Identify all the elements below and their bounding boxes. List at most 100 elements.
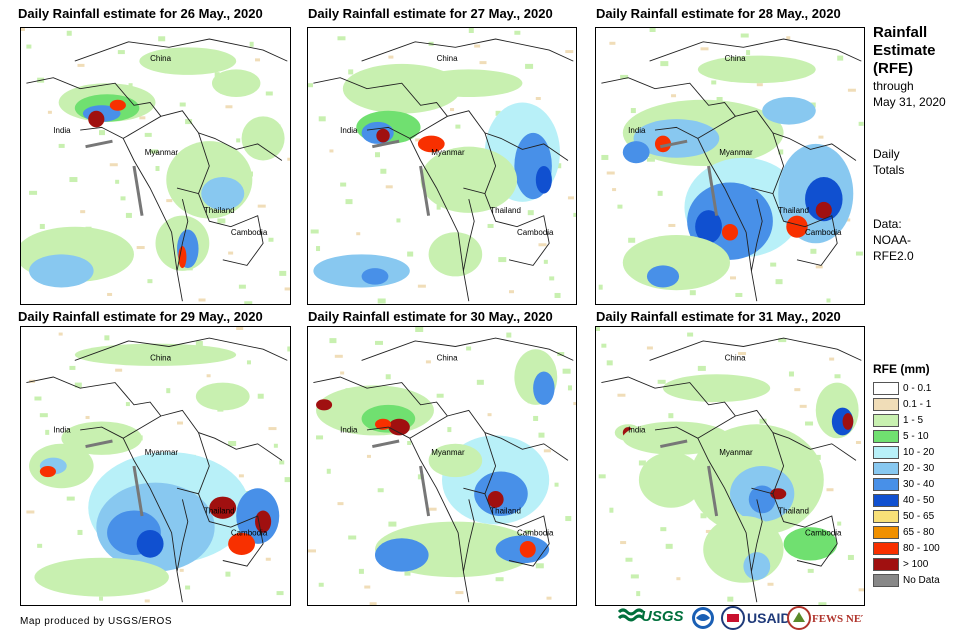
rain-speckle [455,124,461,129]
rain-speckle [630,574,639,579]
country-border [772,132,785,194]
rain-speckle [377,298,386,304]
rain-speckle [80,210,86,214]
legend-item: > 100 [873,556,965,572]
country-label-india: India [340,426,358,435]
legend-item: 10 - 20 [873,444,965,460]
rain-speckle [225,105,233,109]
country-border [176,487,264,567]
rain-speckle [316,246,321,252]
rainfall-area [786,215,808,238]
rain-speckle [195,340,203,346]
rainfall-area [805,177,843,222]
legend-label: 20 - 30 [903,462,935,474]
country-border [601,376,736,417]
rain-speckle [337,36,346,41]
country-label-india: India [340,126,358,135]
rain-speckle [284,287,290,291]
rain-speckle [829,357,835,361]
rainfall-area [743,552,771,580]
legend-swatch [873,445,899,459]
rain-speckle [620,74,629,79]
rain-speckle [120,196,126,201]
country-border [447,110,569,161]
rain-speckle [115,368,123,372]
country-label-myanmar: Myanmar [719,148,753,157]
rain-speckle [617,393,626,397]
rain-speckle [778,338,787,343]
country-label-china: China [725,54,746,63]
rain-speckle [573,212,576,217]
legend-swatch [873,509,899,523]
rain-speckle [29,190,38,195]
country-border [366,115,448,139]
rain-speckle [858,588,864,592]
legend: RFE (mm) 0 - 0.1 0.1 - 1 1 - 5 5 - 10 10 - 2… [873,362,965,588]
rain-speckle [385,185,393,189]
country-label-myanmar: Myanmar [431,148,465,157]
legend-label: 50 - 65 [903,510,935,522]
rainfall-area [376,128,390,143]
rain-speckle [778,149,784,155]
country-border [198,132,210,194]
country-label-thailand: Thailand [490,206,521,215]
rainfall-area [417,135,445,153]
rain-speckle [375,152,380,158]
daily-line2: Totals [873,163,905,177]
rainfall-area [211,69,261,97]
rain-speckle [455,591,464,595]
country-label-thailand: Thailand [490,506,521,515]
rain-speckle [668,223,676,227]
country-border [80,115,162,139]
rain-speckle [567,196,574,200]
country-border [176,187,264,266]
country-border [750,198,763,271]
rain-speckle [612,188,617,192]
rain-speckle [415,138,421,142]
fewsnet-logo: FEWS NET [787,606,869,630]
rain-speckle [805,421,814,426]
rainfall-area [420,146,518,213]
rain-speckle [228,440,237,446]
rainfall-area [533,371,555,405]
country-label-thailand: Thailand [778,206,809,215]
through-label: through [873,79,914,93]
country-border [751,487,838,567]
country-label-china: China [437,353,458,362]
rain-speckle [573,402,576,406]
rain-speckle [665,543,673,549]
legend-item: 30 - 40 [873,476,965,492]
legend-label: 10 - 20 [903,446,935,458]
logos: USGS USAID FEWS NET [617,604,869,634]
rain-speckle [601,343,607,348]
rainfall-map: China India Myanmar Thailand Cambodia [20,27,291,305]
rain-speckle [228,251,234,255]
rain-speckle [377,488,384,493]
legend-label: No Data [903,574,940,586]
no-data-streak [85,439,144,517]
rainfall-area [361,268,389,285]
country-border [447,409,569,461]
country-border [484,132,497,194]
legend-label: 40 - 50 [903,494,935,506]
rain-speckle [425,360,431,364]
rainfall-area [721,223,739,241]
rain-speckle [557,352,565,357]
country-label-cambodia: Cambodia [517,228,554,237]
rain-speckle [638,460,646,466]
rain-speckle [166,388,171,394]
country-border [654,115,736,139]
rain-speckle [535,563,544,569]
rainfall-area [815,201,832,219]
legend-swatch [873,413,899,427]
credit-text: Map produced by USGS/EROS [20,616,173,627]
rain-speckle [687,332,694,337]
legend-item: 50 - 65 [873,508,965,524]
rain-speckle [21,28,25,31]
rain-speckle [436,393,444,398]
rain-speckle [334,354,343,358]
rain-speckle [385,374,391,380]
rain-speckle [660,61,669,67]
panel-title: Daily Rainfall estimate for 30 May., 202… [308,309,553,324]
rain-speckle [746,50,751,56]
